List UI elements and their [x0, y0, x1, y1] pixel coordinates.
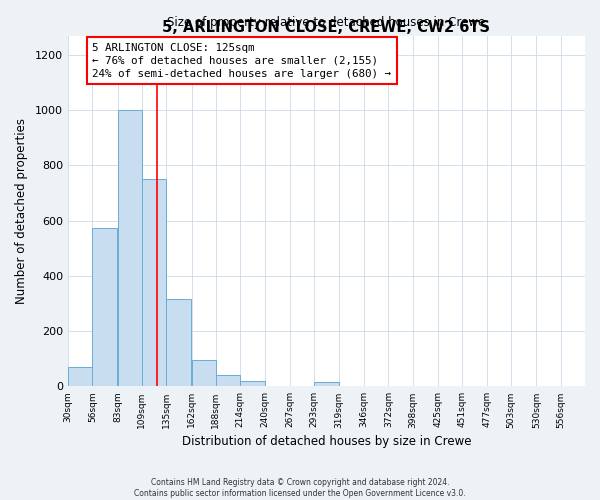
Bar	[142, 180, 166, 386]
Bar	[314, 382, 338, 386]
Bar	[68, 367, 92, 386]
Bar	[166, 300, 191, 386]
Text: 5 ARLINGTON CLOSE: 125sqm
← 76% of detached houses are smaller (2,155)
24% of se: 5 ARLINGTON CLOSE: 125sqm ← 76% of detac…	[92, 42, 391, 79]
X-axis label: Distribution of detached houses by size in Crewe: Distribution of detached houses by size …	[182, 434, 471, 448]
Text: Contains HM Land Registry data © Crown copyright and database right 2024.
Contai: Contains HM Land Registry data © Crown c…	[134, 478, 466, 498]
Bar	[92, 228, 116, 386]
Bar	[216, 376, 240, 386]
Title: 5, ARLINGTON CLOSE, CREWE, CW2 6TS: 5, ARLINGTON CLOSE, CREWE, CW2 6TS	[163, 20, 490, 34]
Bar	[240, 381, 265, 386]
Y-axis label: Number of detached properties: Number of detached properties	[15, 118, 28, 304]
Bar	[118, 110, 142, 386]
Text: Size of property relative to detached houses in Crewe: Size of property relative to detached ho…	[167, 16, 485, 28]
Bar	[191, 360, 216, 386]
